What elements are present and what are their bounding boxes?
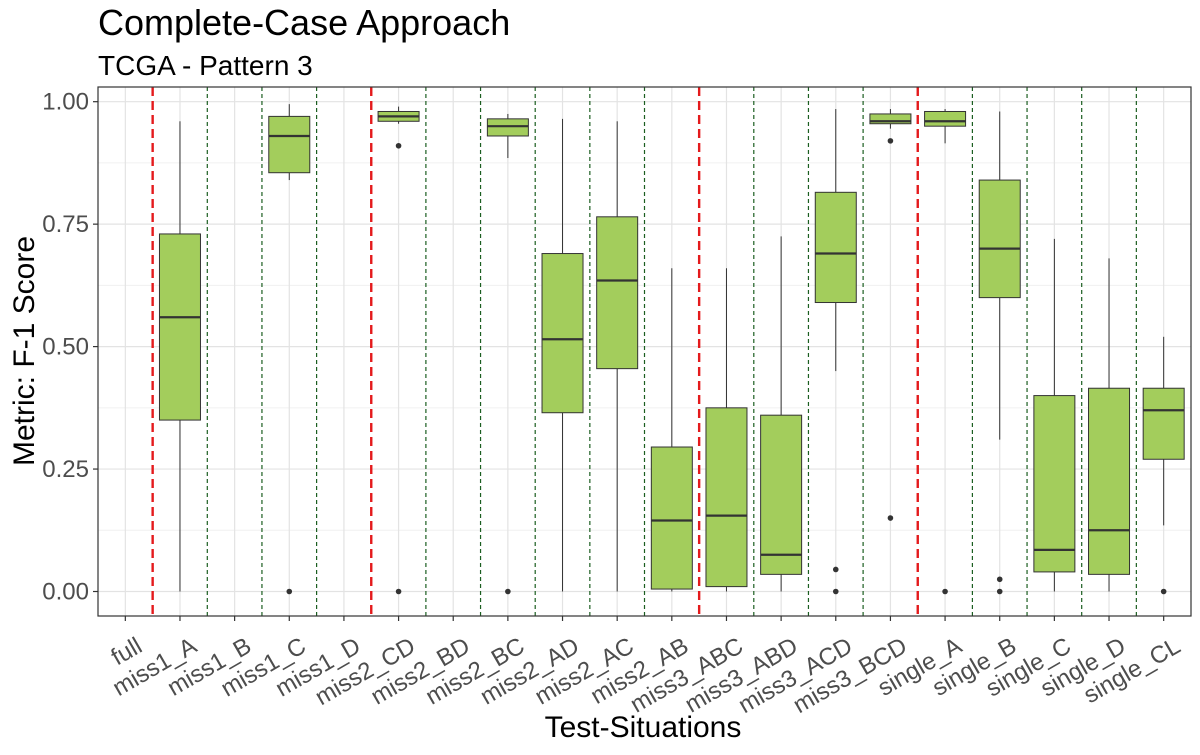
box-body	[814, 191, 857, 304]
box-single_B	[978, 111, 1021, 595]
box-miss3_ACD	[814, 109, 857, 595]
box-miss3_ABC	[705, 268, 748, 592]
box-miss2_AB	[650, 268, 693, 592]
box-body	[978, 179, 1021, 299]
x-axis-title: Test-Situations	[545, 711, 742, 744]
box-miss3_BCD	[869, 109, 912, 521]
y-tick-label: 0.25	[42, 456, 89, 483]
y-axis-title: Metric: F-1 Score	[8, 236, 41, 466]
box-body	[268, 115, 311, 174]
x-axis-ticks: fullmiss1_Amiss1_Bmiss1_Cmiss1_Dmiss2_CD…	[107, 616, 1185, 719]
box-body	[596, 216, 639, 370]
box-single_CL	[1142, 336, 1185, 595]
box-body	[541, 253, 584, 414]
box-miss2_CD	[377, 106, 420, 595]
box-body	[760, 414, 803, 575]
boxes	[97, 86, 1192, 617]
chart-subtitle: TCGA - Pattern 3	[98, 50, 313, 81]
outlier-point	[887, 138, 894, 144]
y-tick-label: 0.00	[42, 579, 89, 606]
box-body	[1142, 387, 1185, 460]
separator-lines	[151, 87, 1137, 616]
outlier-point	[996, 588, 1003, 595]
outlier-point	[887, 515, 894, 521]
box-body	[486, 118, 529, 137]
box-body	[869, 113, 912, 125]
box-miss2_AC	[596, 121, 639, 592]
chart-title: Complete-Case Approach	[98, 2, 510, 43]
box-miss1_C	[268, 104, 311, 595]
outlier-point	[395, 588, 402, 595]
box-body	[924, 110, 967, 127]
plot-background	[98, 87, 1191, 616]
outlier-point	[1160, 588, 1167, 595]
box-body	[158, 233, 201, 421]
y-axis-ticks: 0.00 0.25 0.50 0.75 1.00	[42, 89, 98, 606]
outlier-point	[505, 588, 511, 595]
outlier-point	[996, 576, 1003, 583]
box-single_D	[1088, 258, 1131, 592]
box-body	[1088, 387, 1131, 575]
outlier-point	[832, 566, 839, 573]
outlier-point	[395, 142, 402, 149]
box-single_A	[924, 109, 967, 595]
box-body	[705, 407, 748, 588]
box-single_C	[1033, 238, 1076, 592]
box-body	[1033, 395, 1076, 573]
box-miss1_A	[158, 121, 201, 592]
plot-area	[98, 87, 1191, 616]
y-tick-label: 0.75	[42, 211, 89, 238]
box-miss2_BC	[486, 113, 529, 595]
y-tick-label: 0.50	[42, 334, 89, 361]
box-body	[650, 446, 693, 590]
box-miss2_AD	[541, 118, 584, 592]
y-tick-label: 1.00	[42, 89, 89, 116]
outlier-point	[832, 588, 839, 595]
plot-border	[97, 86, 1192, 617]
outlier-point	[286, 588, 293, 595]
outlier-point	[942, 588, 948, 595]
box-miss3_ABD	[760, 236, 803, 592]
